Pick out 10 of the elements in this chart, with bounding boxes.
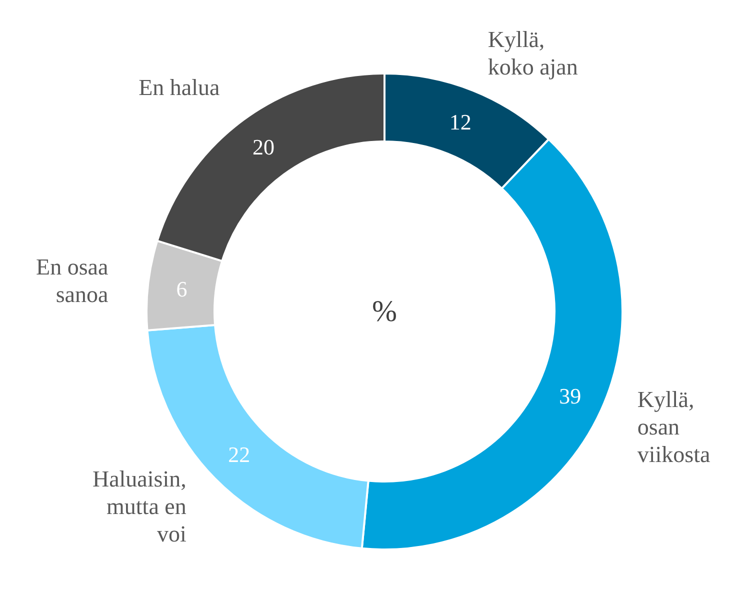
slice-label: Haluaisin, mutta en voi [92, 466, 187, 547]
data-label: 20 [252, 134, 275, 160]
slice-label: Kyllä, koko ajan [488, 27, 578, 80]
data-label: 39 [559, 384, 582, 409]
text: % [372, 295, 398, 328]
slice-label: Kyllä, osan viikosta [637, 386, 710, 467]
data-label: 12 [449, 110, 472, 135]
slice-label: En osaa sanoa [36, 254, 108, 307]
data-label: 22 [228, 442, 250, 468]
slice-label: En halua [138, 75, 220, 100]
